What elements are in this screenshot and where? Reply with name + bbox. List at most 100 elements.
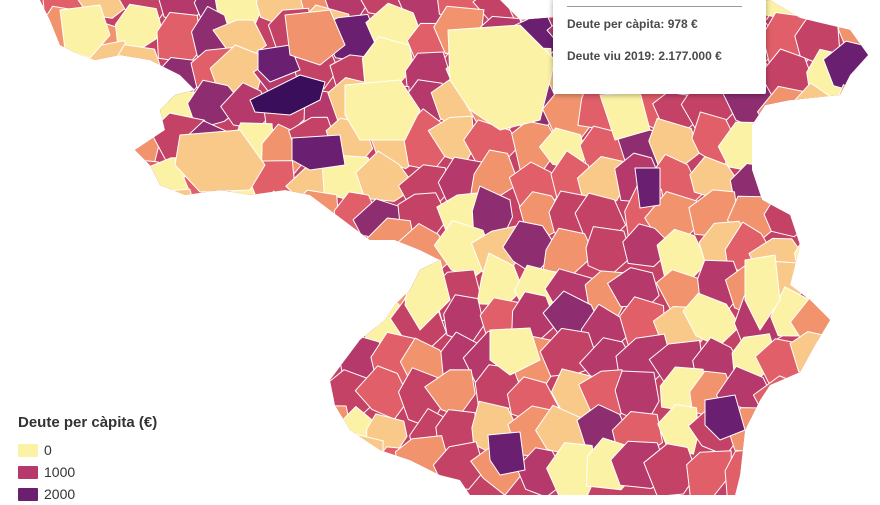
municipality-region[interactable]	[187, 79, 245, 130]
municipality-region[interactable]	[1, 47, 53, 93]
municipality-region[interactable]	[447, 24, 556, 131]
municipality-region[interactable]	[33, 332, 86, 378]
municipality-region[interactable]	[227, 411, 282, 456]
municipality-region[interactable]	[181, 191, 243, 241]
municipality-region[interactable]	[795, 445, 840, 495]
municipality-region[interactable]	[264, 293, 315, 350]
municipality-region[interactable]	[45, 117, 94, 162]
municipality-region[interactable]	[787, 116, 845, 160]
municipality-region[interactable]	[186, 305, 241, 359]
municipality-region[interactable]	[77, 330, 124, 376]
municipality-region[interactable]	[67, 74, 121, 123]
municipality-region[interactable]	[256, 190, 299, 241]
municipality-region[interactable]	[174, 129, 266, 193]
municipality-region[interactable]	[81, 303, 133, 345]
municipality-region[interactable]	[188, 264, 234, 325]
municipality-region[interactable]	[11, 302, 62, 352]
municipality-region[interactable]	[837, 270, 880, 316]
municipality-region[interactable]	[289, 289, 340, 345]
municipality-region[interactable]	[763, 186, 812, 238]
municipality-region[interactable]	[744, 254, 781, 331]
municipality-region[interactable]	[59, 4, 111, 59]
municipality-region[interactable]	[75, 158, 122, 217]
municipality-region[interactable]	[219, 296, 262, 358]
municipality-region[interactable]	[332, 432, 384, 488]
municipality-region[interactable]	[487, 431, 526, 476]
municipality-region[interactable]	[794, 230, 846, 283]
municipality-region[interactable]	[842, 369, 880, 422]
municipality-region[interactable]	[38, 265, 90, 313]
municipality-region[interactable]	[837, 225, 880, 278]
municipality-region[interactable]	[113, 258, 165, 313]
municipality-region[interactable]	[79, 117, 127, 169]
municipality-region[interactable]	[292, 263, 349, 315]
municipality-region[interactable]	[217, 336, 277, 387]
municipality-region[interactable]	[825, 440, 879, 483]
municipality-region[interactable]	[796, 411, 844, 463]
municipality-region[interactable]	[643, 443, 698, 495]
municipality-region[interactable]	[704, 394, 746, 441]
municipality-region[interactable]	[832, 114, 880, 168]
municipality-region[interactable]	[291, 134, 346, 171]
municipality-region[interactable]	[260, 338, 306, 385]
municipality-region[interactable]	[799, 364, 853, 416]
municipality-region[interactable]	[2, 10, 51, 64]
municipality-region[interactable]	[826, 184, 879, 235]
municipality-region[interactable]	[328, 269, 384, 316]
municipality-region[interactable]	[761, 438, 809, 482]
municipality-region[interactable]	[10, 110, 59, 168]
municipality-region[interactable]	[138, 305, 188, 353]
municipality-region[interactable]	[122, 336, 174, 389]
municipality-region[interactable]	[49, 298, 100, 351]
municipality-region[interactable]	[295, 230, 350, 288]
municipality-region[interactable]	[74, 188, 121, 241]
municipality-region[interactable]	[211, 438, 271, 487]
municipality-region[interactable]	[768, 112, 813, 171]
municipality-region[interactable]	[41, 187, 96, 242]
municipality-region[interactable]	[285, 371, 335, 419]
municipality-region[interactable]	[838, 410, 880, 456]
municipality-region[interactable]	[546, 442, 597, 495]
municipality-region[interactable]	[796, 182, 839, 231]
municipality-region[interactable]	[144, 188, 199, 239]
municipality-region[interactable]	[110, 295, 167, 347]
municipality-region[interactable]	[828, 155, 872, 198]
municipality-region[interactable]	[1, 261, 57, 321]
municipality-region[interactable]	[256, 405, 305, 459]
municipality-region[interactable]	[225, 234, 270, 285]
municipality-region[interactable]	[282, 189, 340, 241]
municipality-region[interactable]	[215, 359, 269, 416]
municipality-region[interactable]	[9, 162, 61, 207]
municipality-region[interactable]	[183, 364, 231, 414]
municipality-region[interactable]	[184, 335, 228, 385]
municipality-region[interactable]	[833, 84, 880, 143]
municipality-region[interactable]	[750, 411, 802, 462]
municipality-region[interactable]	[3, 225, 53, 276]
municipality-region[interactable]	[178, 234, 230, 280]
municipality-region[interactable]	[147, 372, 200, 419]
municipality-region[interactable]	[489, 327, 541, 376]
municipality-region[interactable]	[766, 156, 824, 208]
municipality-region[interactable]	[153, 267, 198, 320]
municipality-region[interactable]	[254, 441, 296, 494]
municipality-region[interactable]	[344, 79, 421, 141]
municipality-region[interactable]	[82, 262, 134, 321]
municipality-region[interactable]	[284, 9, 346, 66]
municipality-region[interactable]	[141, 227, 194, 282]
municipality-region[interactable]	[249, 74, 326, 116]
municipality-region[interactable]	[634, 167, 661, 209]
municipality-region[interactable]	[214, 194, 266, 244]
municipality-region[interactable]	[0, 83, 48, 140]
municipality-region[interactable]	[110, 75, 163, 127]
municipality-region[interactable]	[826, 0, 880, 24]
municipality-region[interactable]	[253, 226, 302, 288]
municipality-region[interactable]	[115, 218, 166, 276]
municipality-region[interactable]	[37, 50, 84, 96]
municipality-region[interactable]	[0, 337, 46, 390]
municipality-region[interactable]	[47, 84, 94, 133]
municipality-region[interactable]	[222, 274, 276, 320]
municipality-region[interactable]	[252, 271, 312, 322]
municipality-region[interactable]	[833, 296, 880, 351]
municipality-region[interactable]	[832, 339, 878, 390]
municipality-region[interactable]	[296, 404, 352, 451]
